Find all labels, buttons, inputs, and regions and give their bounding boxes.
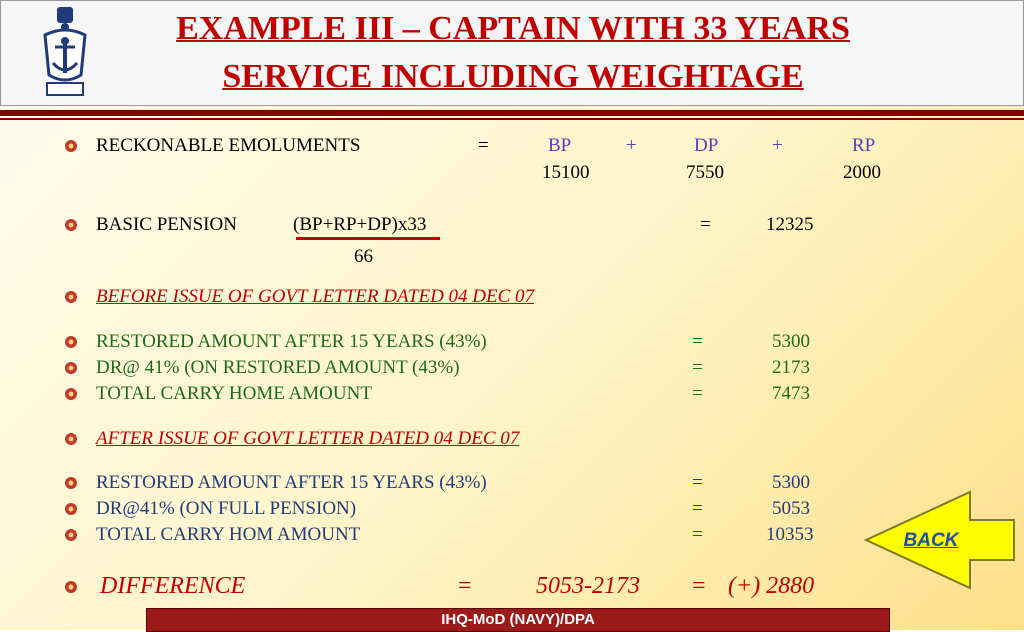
- pension-value: 12325: [766, 214, 814, 235]
- difference-value: (+) 2880: [728, 573, 815, 599]
- before-heading: BEFORE ISSUE OF GOVT LETTER DATED 04 DEC…: [96, 286, 535, 307]
- difference-equals-2: =: [692, 573, 706, 599]
- bp-label: BP: [548, 135, 572, 156]
- gear-bullet-icon: [65, 433, 77, 445]
- gear-bullet-icon: [65, 336, 77, 348]
- difference-label: DIFFERENCE: [100, 573, 246, 599]
- plus-sign-2: +: [772, 135, 783, 156]
- back-button[interactable]: BACK: [903, 530, 959, 551]
- pension-equals: =: [700, 214, 711, 235]
- pension-formula: (BP+RP+DP)x33: [293, 214, 427, 235]
- difference-expression: 5053-2173: [536, 573, 640, 599]
- emoluments-equals: =: [478, 135, 489, 156]
- before-row-equals: =: [692, 357, 703, 378]
- gear-bullet-icon: [65, 477, 77, 489]
- slide-title-line-1: EXAMPLE III – CAPTAIN WITH 33 YEARS: [176, 10, 850, 47]
- pension-divisor: 66: [354, 246, 373, 267]
- before-row-label: DR@ 41% (ON RESTORED AMOUNT (43%): [96, 357, 460, 378]
- before-row-value: 5300: [772, 331, 810, 352]
- after-row-equals: =: [692, 498, 703, 519]
- basic-pension-label: BASIC PENSION: [96, 214, 237, 235]
- gear-bullet-icon: [65, 503, 77, 515]
- header-divider: [0, 110, 1024, 116]
- fraction-bar: [296, 237, 440, 240]
- before-row-value: 7473: [772, 383, 810, 404]
- difference-equals-1: =: [458, 573, 472, 599]
- gear-bullet-icon: [65, 219, 77, 231]
- plus-sign-1: +: [626, 135, 637, 156]
- gear-bullet-icon: [65, 362, 77, 374]
- gear-bullet-icon: [65, 388, 77, 400]
- before-row-label: TOTAL CARRY HOME AMOUNT: [96, 383, 372, 404]
- gear-bullet-icon: [65, 140, 77, 152]
- before-row-label: RESTORED AMOUNT AFTER 15 YEARS (43%): [96, 331, 487, 352]
- after-row-label: TOTAL CARRY HOM AMOUNT: [96, 524, 361, 545]
- gear-bullet-icon: [65, 529, 77, 541]
- emoluments-label: RECKONABLE EMOLUMENTS: [96, 135, 361, 156]
- dp-value: 7550: [686, 162, 724, 183]
- before-row-value: 2173: [772, 357, 810, 378]
- slide-footer: IHQ-MoD (NAVY)/DPA: [146, 608, 890, 632]
- gear-bullet-icon: [65, 581, 77, 593]
- back-arrow-icon[interactable]: [862, 490, 1018, 590]
- after-row-label: RESTORED AMOUNT AFTER 15 YEARS (43%): [96, 472, 487, 493]
- slide-header: EXAMPLE III – CAPTAIN WITH 33 YEARS SERV…: [0, 0, 1024, 106]
- after-row-label: DR@41% (ON FULL PENSION): [96, 498, 357, 519]
- after-row-value: 5053: [772, 498, 810, 519]
- after-row-value: 5300: [772, 472, 810, 493]
- slide-title-line-2: SERVICE INCLUDING WEIGHTAGE: [222, 58, 804, 95]
- after-row-equals: =: [692, 524, 703, 545]
- rp-label: RP: [852, 135, 876, 156]
- bp-value: 15100: [542, 162, 590, 183]
- before-row-equals: =: [692, 383, 703, 404]
- rp-value: 2000: [843, 162, 881, 183]
- after-row-value: 10353: [766, 524, 814, 545]
- after-heading: AFTER ISSUE OF GOVT LETTER DATED 04 DEC …: [96, 428, 520, 449]
- before-row-equals: =: [692, 331, 703, 352]
- dp-label: DP: [694, 135, 719, 156]
- gear-bullet-icon: [65, 291, 77, 303]
- navy-crest-icon: [43, 7, 87, 96]
- after-row-equals: =: [692, 472, 703, 493]
- header-divider-thin: [0, 118, 1024, 120]
